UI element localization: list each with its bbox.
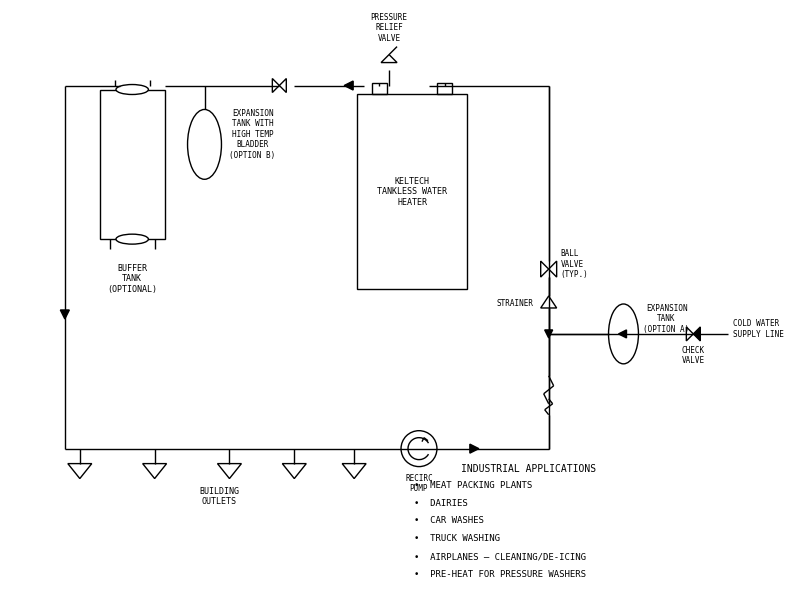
Ellipse shape <box>116 234 148 244</box>
Text: INDUSTRIAL APPLICATIONS: INDUSTRIAL APPLICATIONS <box>461 464 596 474</box>
Ellipse shape <box>608 304 638 364</box>
Text: EXPANSION
TANK WITH
HIGH TEMP
BLADDER
(OPTION B): EXPANSION TANK WITH HIGH TEMP BLADDER (O… <box>229 109 275 160</box>
Polygon shape <box>279 78 287 92</box>
Ellipse shape <box>188 110 221 179</box>
Polygon shape <box>283 464 306 479</box>
Text: •  AIRPLANES – CLEANING/DE-ICING: • AIRPLANES – CLEANING/DE-ICING <box>414 552 586 561</box>
Text: •  PRE-HEAT FOR PRESSURE WASHERS: • PRE-HEAT FOR PRESSURE WASHERS <box>414 570 586 579</box>
Polygon shape <box>540 261 548 277</box>
Polygon shape <box>381 55 397 62</box>
Polygon shape <box>342 464 366 479</box>
Text: KELTECH
TANKLESS WATER
HEATER: KELTECH TANKLESS WATER HEATER <box>377 177 447 207</box>
Bar <box>372 83 387 95</box>
Text: BALL
VALVE
(TYP.): BALL VALVE (TYP.) <box>560 249 588 279</box>
Polygon shape <box>344 81 353 90</box>
Text: STRAINER: STRAINER <box>497 300 533 308</box>
Polygon shape <box>217 464 241 479</box>
Polygon shape <box>686 327 693 341</box>
Bar <box>437 83 452 95</box>
Circle shape <box>401 431 437 467</box>
Text: •  TRUCK WASHING: • TRUCK WASHING <box>414 534 500 543</box>
Polygon shape <box>693 327 700 341</box>
Bar <box>357 95 467 289</box>
Bar <box>100 89 165 239</box>
Polygon shape <box>548 261 556 277</box>
Polygon shape <box>470 444 479 453</box>
Text: •  MEAT PACKING PLANTS: • MEAT PACKING PLANTS <box>414 480 533 489</box>
Text: RECIRC
PUMP: RECIRC PUMP <box>405 474 433 493</box>
Text: COLD WATER
SUPPLY LINE: COLD WATER SUPPLY LINE <box>733 319 784 338</box>
Text: BUFFER
TANK
(OPTIONAL): BUFFER TANK (OPTIONAL) <box>107 264 157 294</box>
Polygon shape <box>540 296 556 308</box>
Text: CHECK
VALVE: CHECK VALVE <box>681 346 705 365</box>
Polygon shape <box>618 330 626 338</box>
Polygon shape <box>272 78 279 92</box>
Text: •  DAIRIES: • DAIRIES <box>414 498 468 507</box>
Polygon shape <box>68 464 92 479</box>
Text: EXPANSION
TANK
(OPTION A): EXPANSION TANK (OPTION A) <box>643 304 689 334</box>
Text: PRESSURE
RELIEF
VALVE: PRESSURE RELIEF VALVE <box>371 13 408 43</box>
Polygon shape <box>60 310 69 319</box>
Polygon shape <box>544 330 552 338</box>
Text: BUILDING
OUTLETS: BUILDING OUTLETS <box>200 486 240 506</box>
Text: •  CAR WASHES: • CAR WASHES <box>414 516 484 525</box>
Ellipse shape <box>116 84 148 95</box>
Polygon shape <box>142 464 166 479</box>
